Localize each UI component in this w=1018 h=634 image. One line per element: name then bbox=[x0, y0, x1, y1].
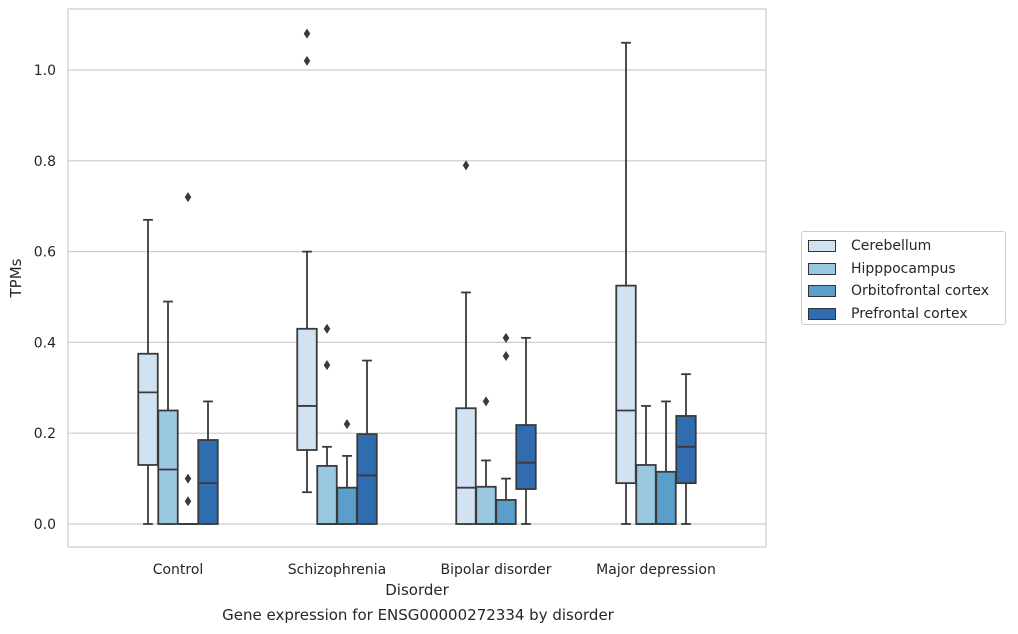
box-orbitofrontal-cortex bbox=[336, 419, 358, 525]
box-hipppocampus bbox=[316, 323, 338, 525]
plot-frame bbox=[67, 8, 767, 548]
outlier-point bbox=[184, 473, 192, 484]
outlier-point bbox=[184, 192, 192, 203]
legend-swatch bbox=[808, 307, 836, 320]
box-body bbox=[675, 415, 697, 485]
box-hipppocampus bbox=[635, 405, 657, 525]
box-cerebellum bbox=[137, 218, 159, 525]
outlier-point bbox=[462, 160, 470, 171]
legend-label: Orbitofrontal cortex bbox=[851, 283, 989, 299]
legend-item: Hipppocampus bbox=[808, 260, 956, 278]
box-body bbox=[635, 464, 657, 525]
y-axis-title: TPMs bbox=[7, 258, 25, 298]
box-orbitofrontal-cortex bbox=[177, 192, 199, 525]
box-prefrontal-cortex bbox=[197, 400, 219, 525]
legend-label: Prefrontal cortex bbox=[851, 305, 968, 322]
x-tick-label: Control bbox=[153, 562, 204, 578]
legend-swatch bbox=[808, 240, 836, 252]
box-body bbox=[495, 499, 517, 525]
box-body bbox=[296, 327, 318, 451]
legend-label: Cerebellum bbox=[851, 238, 932, 254]
x-tick-labels: Control Schizophrenia Bipolar disorder Majo… bbox=[153, 562, 716, 578]
box-cerebellum bbox=[615, 41, 637, 525]
box-cerebellum bbox=[296, 28, 318, 494]
box-cerebellum bbox=[455, 160, 477, 525]
box-orbitofrontal-cortex bbox=[655, 400, 677, 525]
y-tick-label: 1.0 bbox=[34, 63, 56, 79]
x-axis-title: Disorder bbox=[385, 581, 449, 599]
box-plots bbox=[137, 28, 697, 525]
box-body bbox=[157, 409, 179, 525]
outlier-point bbox=[303, 28, 311, 39]
box-prefrontal-cortex bbox=[675, 373, 697, 525]
x-tick-label: Bipolar disorder bbox=[440, 562, 551, 578]
box-body bbox=[316, 464, 338, 525]
box-hipppocampus bbox=[157, 300, 179, 525]
box-body bbox=[655, 470, 677, 525]
box-body bbox=[475, 485, 497, 525]
legend-item: Prefrontal cortex bbox=[808, 305, 968, 323]
outlier-point bbox=[303, 55, 311, 66]
box-body bbox=[455, 407, 477, 525]
box-body bbox=[515, 424, 537, 490]
box-hipppocampus bbox=[475, 396, 497, 525]
legend-label: Hipppocampus bbox=[851, 260, 956, 277]
legend-item: Cerebellum bbox=[808, 237, 931, 255]
box-body bbox=[356, 433, 378, 525]
box-body bbox=[336, 486, 358, 525]
y-tick-label: 0.0 bbox=[34, 517, 56, 533]
outlier-point bbox=[502, 332, 510, 343]
outlier-point bbox=[184, 496, 192, 507]
box-orbitofrontal-cortex bbox=[495, 332, 517, 525]
legend: Cerebellum Hipppocampus Orbitofrontal cort… bbox=[801, 231, 1006, 325]
x-tick-label: Schizophrenia bbox=[288, 562, 386, 578]
y-tick-label: 0.8 bbox=[34, 154, 56, 170]
box-body bbox=[615, 284, 637, 485]
y-tick-label: 0.2 bbox=[34, 426, 56, 442]
outlier-point bbox=[502, 351, 510, 362]
legend-item: Orbitofrontal cortex bbox=[808, 282, 989, 300]
box-body bbox=[197, 439, 219, 525]
chart-title: Gene expression for ENSG00000272334 by d… bbox=[222, 606, 614, 624]
y-tick-labels: 0.0 0.2 0.4 0.6 0.8 1.0 bbox=[34, 63, 56, 533]
outlier-point bbox=[482, 396, 490, 407]
outlier-point bbox=[323, 323, 331, 334]
legend-swatch bbox=[808, 262, 836, 275]
y-tick-label: 0.6 bbox=[34, 245, 56, 261]
x-tick-label: Major depression bbox=[596, 562, 716, 578]
box-prefrontal-cortex bbox=[356, 359, 378, 525]
outlier-point bbox=[323, 360, 331, 371]
box-prefrontal-cortex bbox=[515, 336, 537, 525]
legend-swatch bbox=[808, 285, 836, 297]
box-body bbox=[137, 352, 159, 466]
y-tick-label: 0.4 bbox=[34, 335, 56, 351]
outlier-point bbox=[343, 419, 351, 430]
